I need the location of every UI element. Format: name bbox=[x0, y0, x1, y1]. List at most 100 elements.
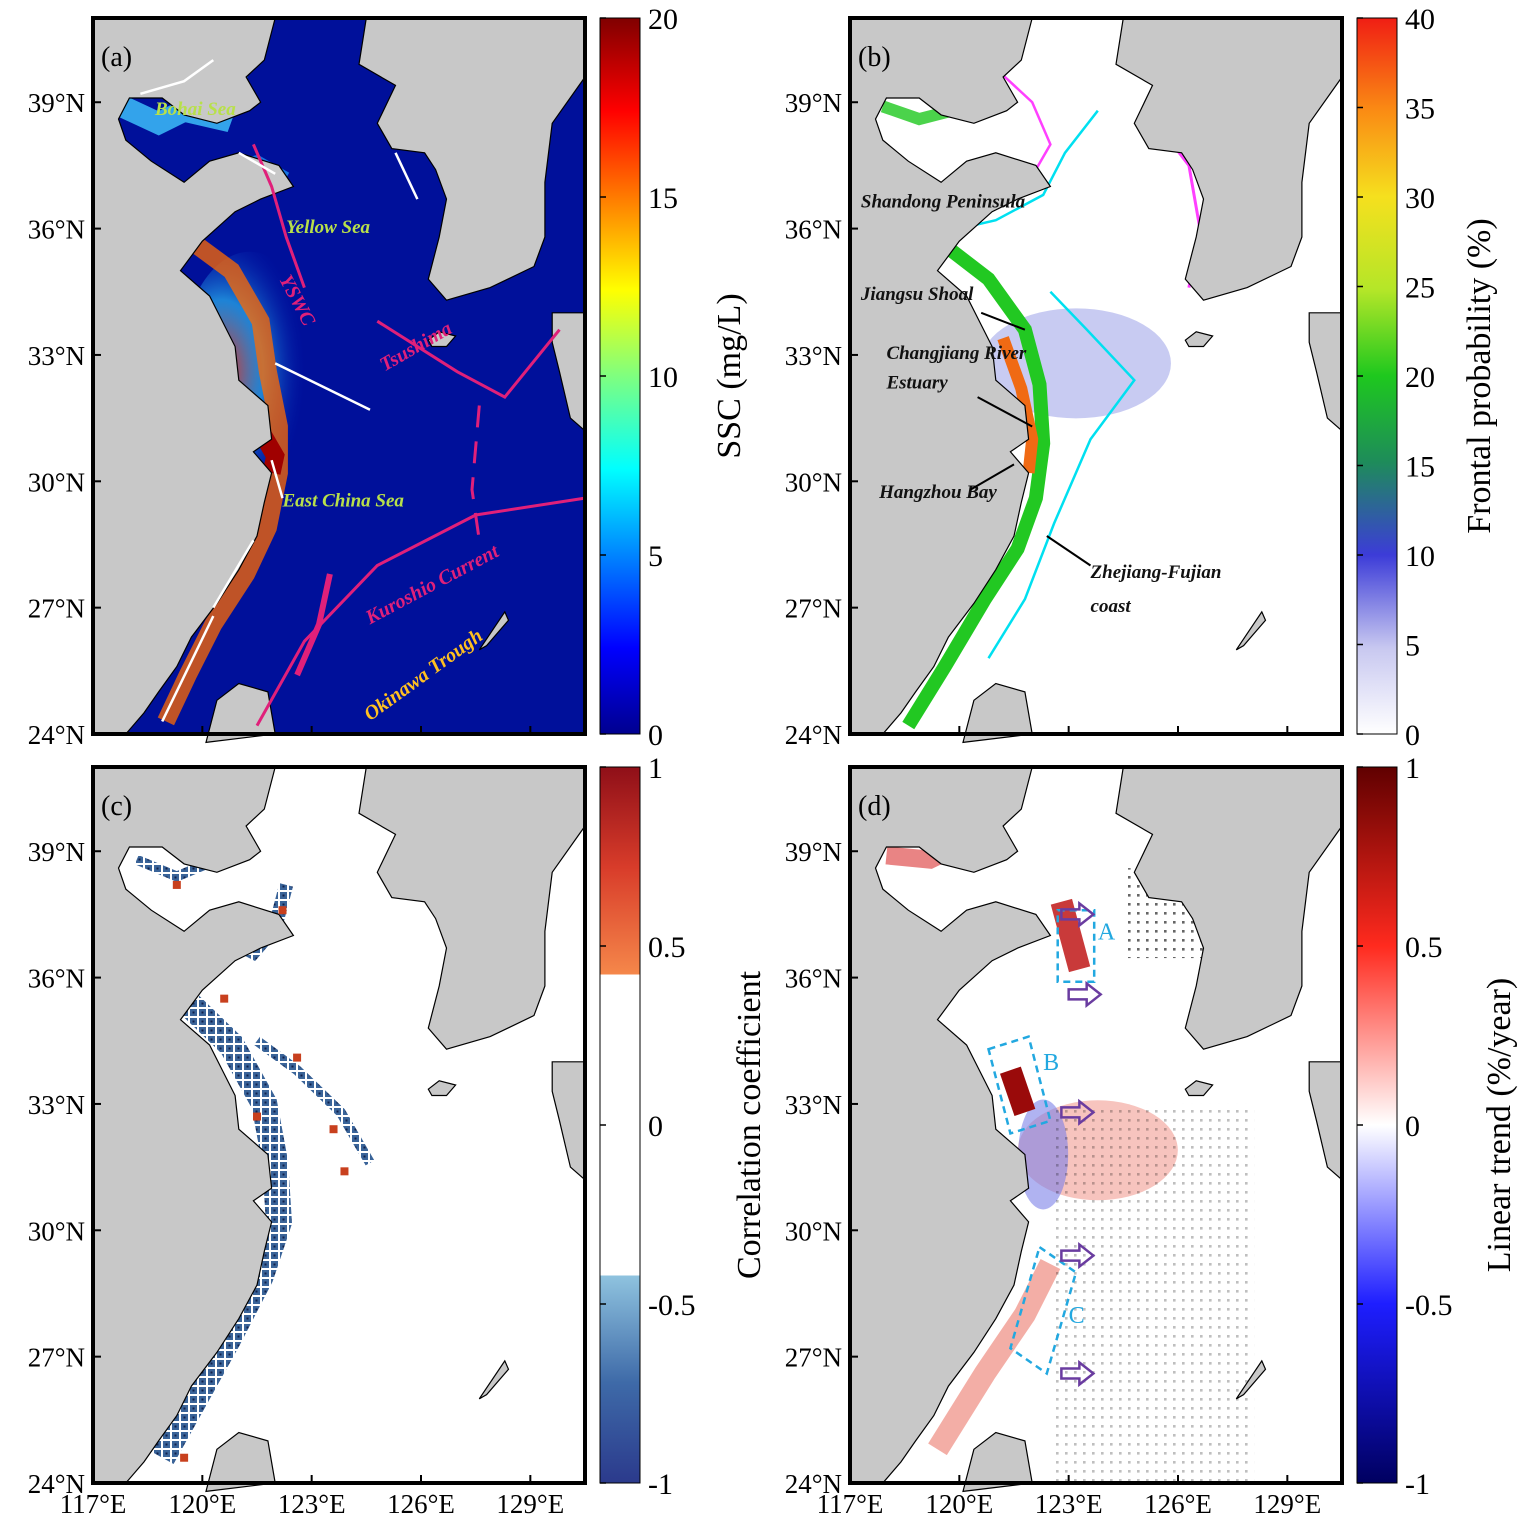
d-cb-tick-label: 0 bbox=[1405, 1110, 1420, 1143]
c-lon-tick-label: 120°E bbox=[168, 1489, 236, 1519]
b-shandong-label: Shandong Peninsula bbox=[861, 192, 1026, 213]
c-lat-tick-label: 27°N bbox=[28, 1343, 85, 1373]
d-lat-tick-label: 24°N bbox=[785, 1469, 842, 1499]
a-sediment-arrow bbox=[212, 539, 255, 609]
b-colorbar-ramp bbox=[1356, 17, 1398, 735]
b-land-jeju bbox=[1184, 331, 1214, 348]
d-frame bbox=[848, 765, 1344, 1485]
panel-d-colorbar: -1 -0.5 0 0.5 1 Linear trend (%/year) bbox=[1356, 752, 1518, 1501]
b-cb-tick-label: 40 bbox=[1405, 3, 1435, 36]
a-sediment-arrow bbox=[274, 362, 371, 411]
d-colorbar-label: Linear trend (%/year) bbox=[1481, 978, 1518, 1273]
b-zf-label-2: coast bbox=[1091, 596, 1132, 617]
a-kuroshio-arrow bbox=[255, 496, 586, 727]
b-lat-tick-label: 36°N bbox=[785, 215, 842, 245]
d-lat-tick-label: 27°N bbox=[785, 1343, 842, 1373]
d-box-label: A bbox=[1098, 920, 1116, 946]
a-lat-tick-label: 24°N bbox=[28, 720, 85, 750]
c-land-korea bbox=[358, 766, 586, 1050]
d-cb-tick-label: 1 bbox=[1405, 752, 1420, 785]
d-lat-tick-label: 36°N bbox=[785, 964, 842, 994]
b-land-ryukyu bbox=[1235, 610, 1267, 651]
c-positive-cell bbox=[278, 906, 287, 915]
d-lon-tick-label: 129°E bbox=[1253, 1489, 1321, 1519]
d-yellow-positive bbox=[1050, 898, 1091, 973]
d-lat-tick-label: 33°N bbox=[785, 1090, 842, 1120]
a-bohai-label: Bohai Sea bbox=[154, 99, 236, 120]
b-cb-tick-label: 20 bbox=[1405, 361, 1435, 394]
d-box-label: C bbox=[1069, 1303, 1085, 1329]
b-lat-tick-label: 39°N bbox=[785, 88, 842, 118]
a-cb-tick-label: 20 bbox=[648, 3, 678, 36]
c-cb-tick-label: 1 bbox=[648, 752, 663, 785]
d-cb-tick-label: 0.5 bbox=[1405, 931, 1443, 964]
b-cb-tick-label: 30 bbox=[1405, 182, 1435, 215]
c-offshore-negative bbox=[254, 1036, 375, 1166]
a-cb-tick-label: 10 bbox=[648, 361, 678, 394]
d-cb-tick-label: -1 bbox=[1405, 1468, 1430, 1501]
c-lat-tick-label: 30°N bbox=[28, 1216, 85, 1246]
c-panel-label: (c) bbox=[101, 791, 132, 822]
d-lat-tick-label: 39°N bbox=[785, 837, 842, 867]
a-sediment-arrow bbox=[270, 459, 284, 499]
d-box-B bbox=[986, 1035, 1052, 1135]
d-land-korea bbox=[1115, 766, 1343, 1050]
panel-d-map: A B C bbox=[849, 766, 1343, 1493]
c-positive-cell bbox=[329, 1125, 338, 1134]
a-cb-tick-label: 0 bbox=[648, 719, 663, 752]
panel-c-axes: 24°N 27°N 30°N 33°N 36°N 39°N 117°E 120°E 123°E 1… bbox=[28, 765, 587, 1519]
b-cje-label-1: Changjiang River bbox=[886, 343, 1026, 364]
d-flux-arrow bbox=[1067, 980, 1103, 1009]
a-land-jeju bbox=[427, 331, 457, 348]
c-positive-cell bbox=[180, 1453, 189, 1462]
a-frame bbox=[91, 16, 587, 736]
a-lat-tick-label: 27°N bbox=[28, 594, 85, 624]
b-frame bbox=[848, 16, 1344, 736]
a-land-korea bbox=[358, 17, 586, 301]
c-lon-tick-label: 129°E bbox=[496, 1489, 564, 1519]
a-yellow-label: Yellow Sea bbox=[286, 217, 370, 238]
b-cb-tick-label: 5 bbox=[1405, 630, 1420, 663]
c-land-ryukyu bbox=[478, 1359, 510, 1400]
d-flux-arrow bbox=[1060, 1241, 1096, 1270]
c-lon-tick-label: 117°E bbox=[60, 1489, 127, 1519]
d-box-C bbox=[1008, 1245, 1078, 1376]
b-lat-tick-label: 33°N bbox=[785, 341, 842, 371]
b-pointer-arrow bbox=[980, 311, 1026, 331]
d-land-ryukyu bbox=[1235, 1359, 1267, 1400]
c-land-jeju bbox=[427, 1080, 457, 1097]
a-sediment-arrow bbox=[238, 151, 276, 175]
d-lon-tick-label: 126°E bbox=[1144, 1489, 1212, 1519]
b-colorbar-label: Frontal probability (%) bbox=[1461, 218, 1498, 533]
b-lat-tick-label: 24°N bbox=[785, 720, 842, 750]
b-cb-tick-label: 25 bbox=[1405, 272, 1435, 305]
a-lat-tick-label: 36°N bbox=[28, 215, 85, 245]
a-sediment-arrow bbox=[140, 59, 215, 96]
c-frame bbox=[91, 765, 587, 1485]
a-sediment-arrow bbox=[394, 152, 419, 200]
b-pointer-arrow bbox=[969, 463, 1015, 491]
d-significance-dots-2 bbox=[1054, 1103, 1255, 1484]
c-lat-tick-label: 24°N bbox=[28, 1469, 85, 1499]
b-cyan-contour-2 bbox=[987, 290, 1136, 659]
c-positive-cell bbox=[293, 1053, 302, 1062]
d-fujian-positive bbox=[928, 1259, 1061, 1456]
a-cb-tick-label: 15 bbox=[648, 182, 678, 215]
c-cb-tick-label: 0 bbox=[648, 1110, 663, 1143]
c-lat-tick-label: 39°N bbox=[28, 837, 85, 867]
c-positive-cell bbox=[253, 1112, 261, 1121]
d-lon-tick-label: 117°E bbox=[817, 1489, 884, 1519]
b-coastal-front bbox=[902, 239, 1051, 730]
panel-a-colorbar: 0 5 10 15 20 SSC (mg/L) bbox=[599, 3, 748, 752]
a-taiwan-current-arrow bbox=[294, 573, 333, 677]
b-cb-tick-label: 10 bbox=[1405, 540, 1435, 573]
d-flux-arrow bbox=[1060, 900, 1096, 928]
a-tsushima-arrow bbox=[376, 319, 561, 400]
c-cb-tick-label: -1 bbox=[648, 1468, 673, 1501]
a-ecs-label: East China Sea bbox=[282, 491, 405, 512]
panel-b-map: Shandong Peninsula Jiangsu Shoal Changjian… bbox=[849, 17, 1343, 744]
a-sediment-arrow bbox=[161, 615, 215, 722]
b-estuary-front bbox=[997, 336, 1039, 474]
